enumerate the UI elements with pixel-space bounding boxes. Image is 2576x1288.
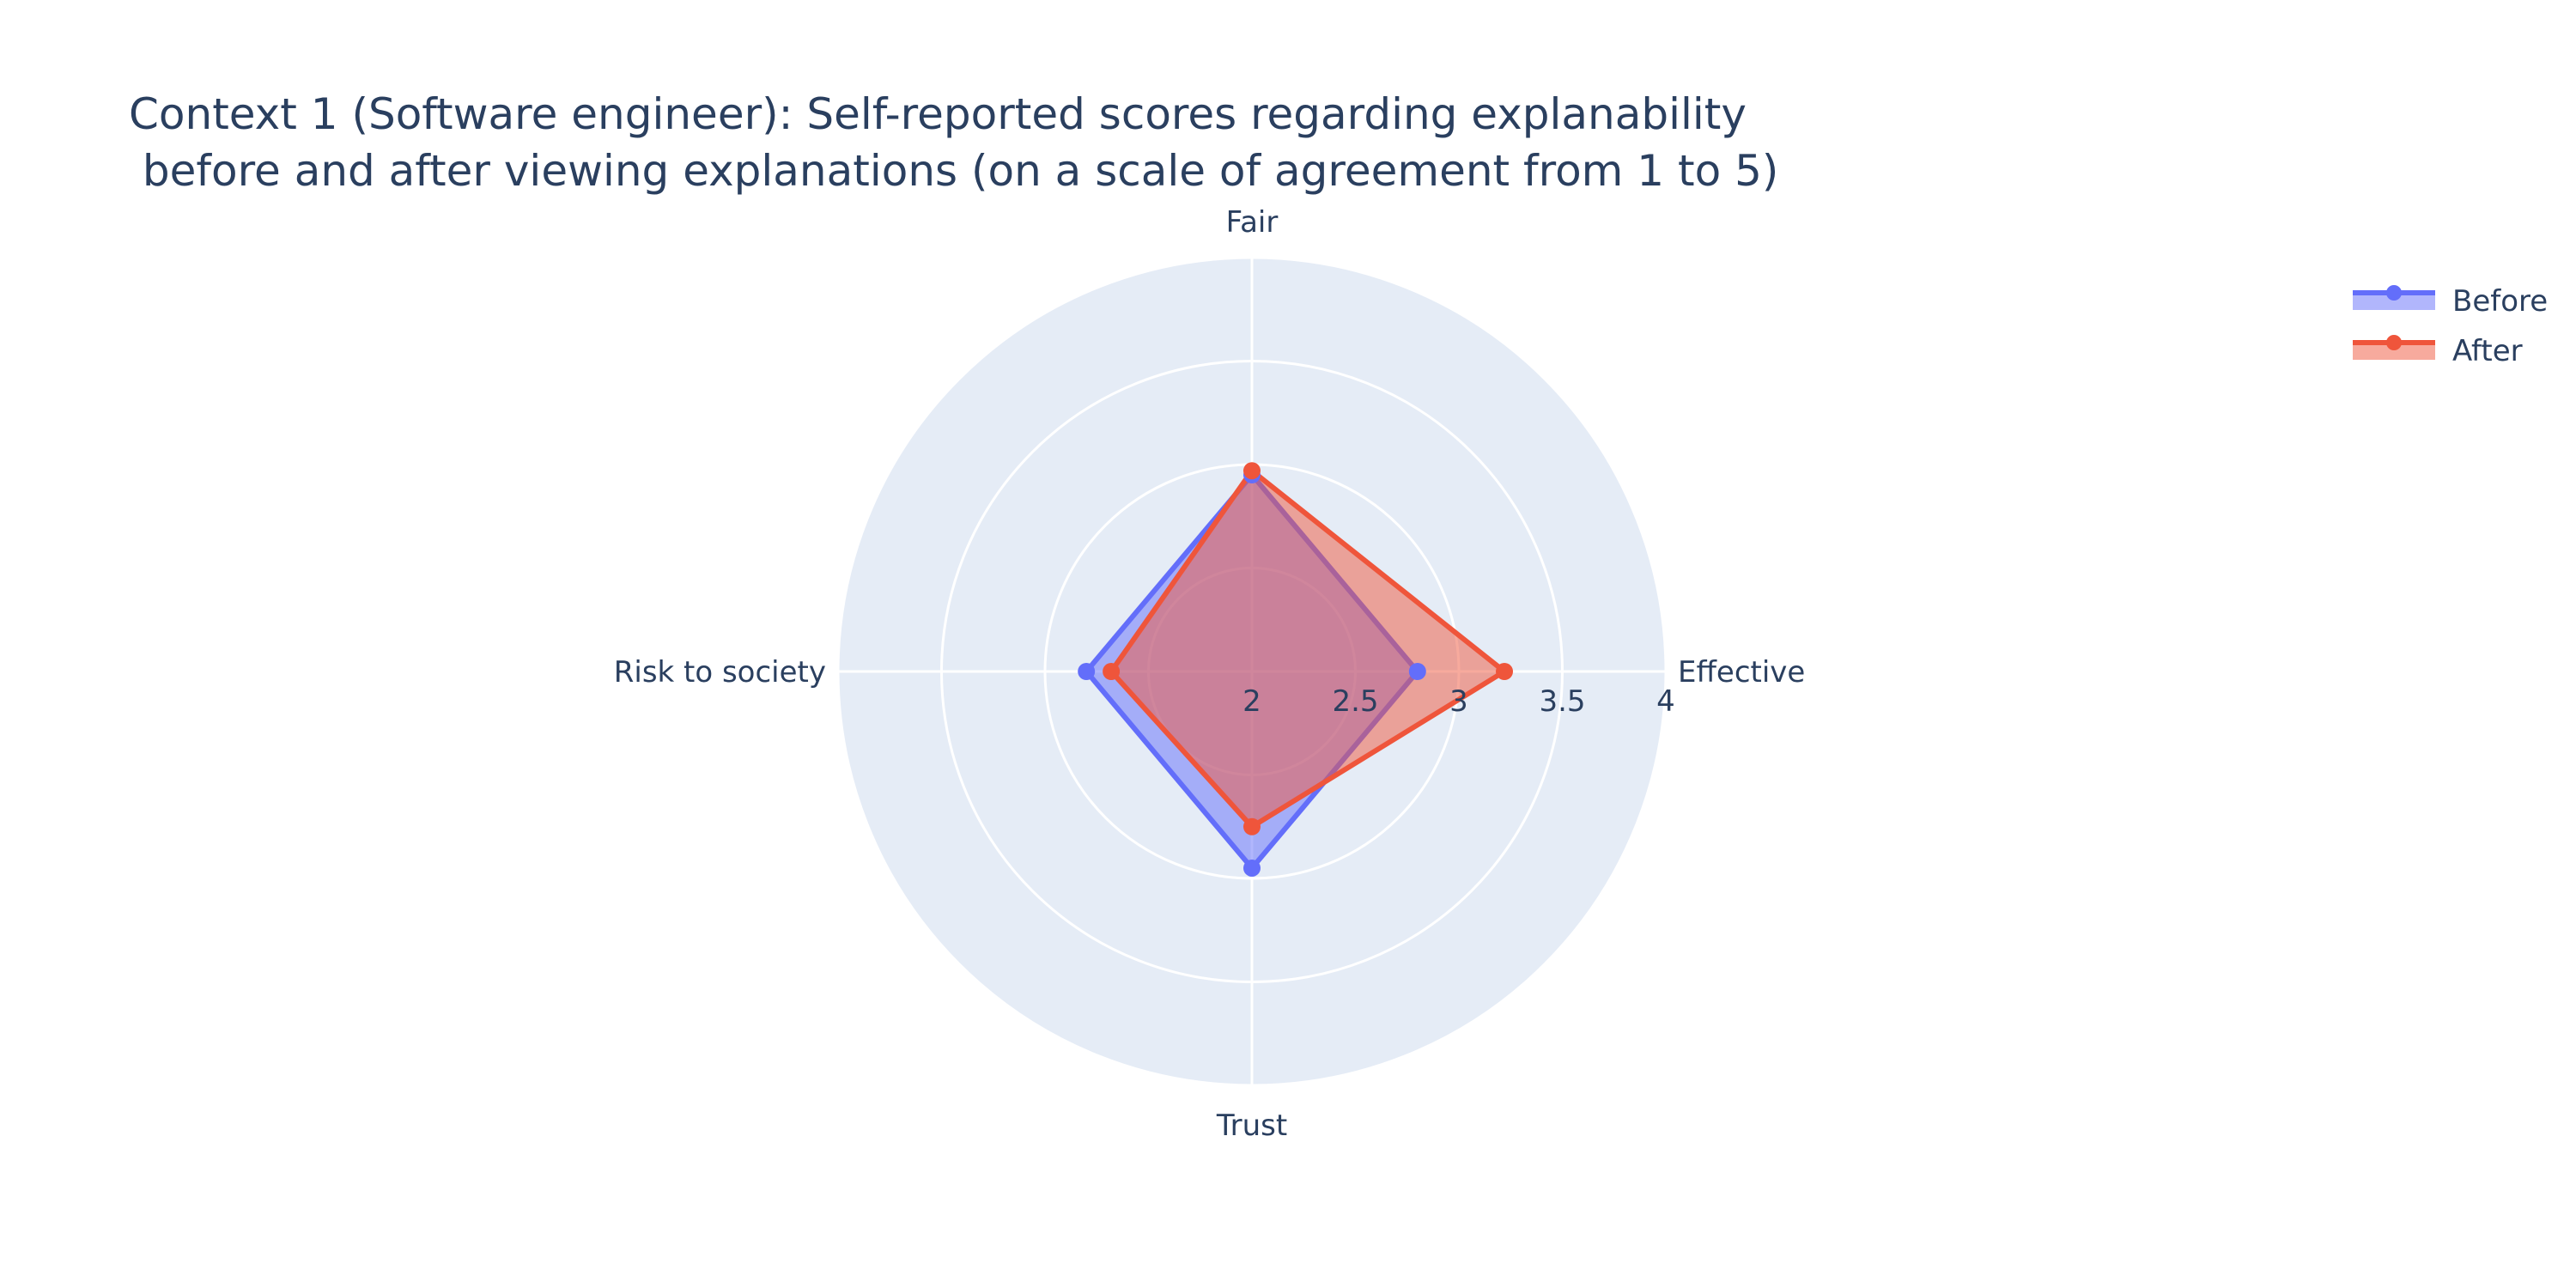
radial-tick-label-0: 2 [1242,684,1261,719]
series-before-point-2 [1243,859,1261,877]
series-after-point-3 [1103,663,1121,680]
series-before-point-1 [1408,663,1426,680]
category-label-trust: Trust [1216,1109,1287,1143]
series-after-point-1 [1496,663,1514,680]
radial-tick-label-1: 2.5 [1332,684,1378,719]
chart-title-line-1: Context 1 (Software engineer): Self-repo… [129,89,1747,139]
legend-item-after[interactable]: After [2353,326,2548,376]
series-before-point-3 [1078,663,1096,680]
radial-tick-label-2: 3 [1449,684,1468,719]
category-label-fair: Fair [1226,205,1279,240]
legend-swatch-after [2353,335,2435,360]
series-after-point-0 [1243,462,1261,480]
radial-tick-label-3: 3.5 [1539,684,1585,719]
chart-title-line-2: before and after viewing explanations (o… [129,146,1779,196]
chart-title: Context 1 (Software engineer): Self-repo… [129,86,1778,199]
radial-tick-label-4: 4 [1656,684,1675,719]
category-label-risk-to-society: Risk to society [614,655,826,690]
series-after-point-2 [1243,817,1261,835]
legend-item-before[interactable]: Before [2353,276,2548,326]
category-label-effective: Effective [1678,655,1805,690]
legend: Before After [2353,276,2548,376]
legend-swatch-before [2353,285,2435,310]
legend-label-before: Before [2452,284,2549,319]
legend-label-after: After [2452,334,2523,368]
